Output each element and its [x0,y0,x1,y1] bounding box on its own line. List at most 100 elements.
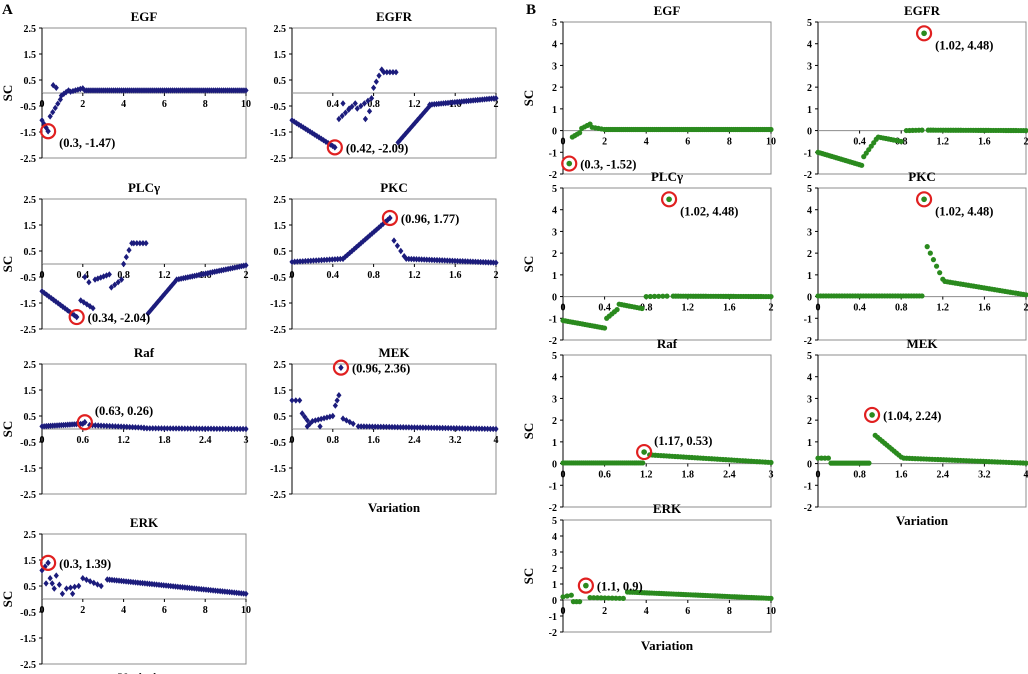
y-axis-label: SC [521,568,536,585]
data-point [353,243,360,251]
plot-area [562,519,772,633]
x-tick-label: 1.6 [723,303,736,314]
data-point [397,136,404,143]
data-point [123,253,129,261]
data-point [478,258,484,266]
data-point [866,460,872,466]
highlight-circle [636,443,653,461]
y-tick-label: 5 [552,516,557,527]
data-point [294,258,300,265]
data-point [112,423,118,430]
chart-b-raf: Raf 5 4 3 2 1 0 -1 -2 0 0.6 1.2 1.8 2.4 3 SC (1.17, 0.53… [521,336,774,514]
data-point [220,425,226,433]
data-point [602,325,608,331]
data-point [299,410,305,417]
data-point [387,69,393,76]
data-point [63,585,70,592]
data-point [243,425,249,433]
data-point [182,425,188,432]
chart-title: EGFR [904,3,941,18]
data-point [307,420,313,427]
y-tick-label: 0 [552,293,557,304]
data-point [101,273,107,280]
x-tick-label: 0.4 [853,303,866,314]
data-point [898,138,904,145]
chart-title: PLCγ [128,180,160,195]
data-point [468,425,474,432]
y-tick-label: -2 [549,170,557,181]
data-point [121,423,127,430]
data-point [437,424,443,432]
data-point [368,95,375,102]
chart-title: ERK [653,501,682,516]
x-tick-label: 2.4 [937,470,950,481]
data-point [591,595,597,601]
data-point [356,241,362,249]
data-point [155,425,162,432]
y-tick-label: 0.5 [24,582,37,593]
data-point [924,244,930,250]
data-point [144,425,150,432]
data-point [473,425,479,432]
annotation-label: (1.04, 2.24) [883,409,941,423]
data-point [202,425,208,432]
chart-a-erk: ERK 2.5 1.5 0.5 -0.5 -1.5 -2.5 0 2 4 6 8 10 SC Variati… [0,515,251,674]
highlight-point [387,214,393,222]
data-point [400,424,406,431]
x-tick-label: 1.2 [158,270,171,281]
y-tick-label: 4 [807,373,812,384]
y-tick-label: 1.5 [274,50,287,61]
data-point [112,281,118,288]
y-tick-label: 0 [807,460,812,471]
y-tick-label: 1.5 [24,386,37,397]
data-point [94,581,101,588]
annotation-label: (0.3, -1.47) [59,136,115,150]
data-point [376,72,382,79]
y-tick-label: -1.5 [270,128,286,139]
data-point [39,567,45,574]
x-tick-label: 10 [241,99,251,110]
data-point [400,133,406,140]
data-point [176,425,182,432]
annotation-label: (0.3, -1.52) [580,158,636,172]
x-tick-label: 4 [644,606,649,617]
data-point [490,425,496,433]
data-point [327,141,333,148]
data-point [193,425,200,432]
data-point [402,130,408,138]
data-point [380,423,387,431]
annotation-label: (1.02, 4.48) [680,204,738,218]
x-tick-label: 0 [290,435,295,446]
annotation-label: (0.42, -2.09) [346,141,409,155]
data-point [243,590,249,597]
data-point [651,293,658,299]
x-tick-label: 1.8 [682,470,695,481]
data-point [389,423,395,431]
x-tick-label: 0 [561,470,566,481]
x-tick-label: 2 [1024,303,1028,314]
y-tick-label: 0.5 [274,412,287,423]
x-tick-label: 2 [494,99,499,110]
data-point [106,271,112,278]
data-point [660,293,666,299]
data-point [919,127,925,133]
data-point [141,425,147,432]
data-point [577,130,583,136]
x-tick-label: 10 [766,606,776,617]
y-tick-label: 5 [552,351,557,362]
y-tick-label: 5 [807,351,812,362]
y-tick-label: -0.5 [270,273,286,284]
data-point [318,415,324,423]
y-tick-label: -1.5 [20,464,36,475]
data-point [768,459,774,466]
data-point [217,425,223,432]
x-tick-label: 1.6 [367,435,380,446]
data-point [371,84,377,91]
data-point [347,249,353,257]
plot-area [817,354,1027,508]
data-point [485,259,491,266]
data-point [49,580,55,587]
x-tick-label: 1.6 [895,470,908,481]
